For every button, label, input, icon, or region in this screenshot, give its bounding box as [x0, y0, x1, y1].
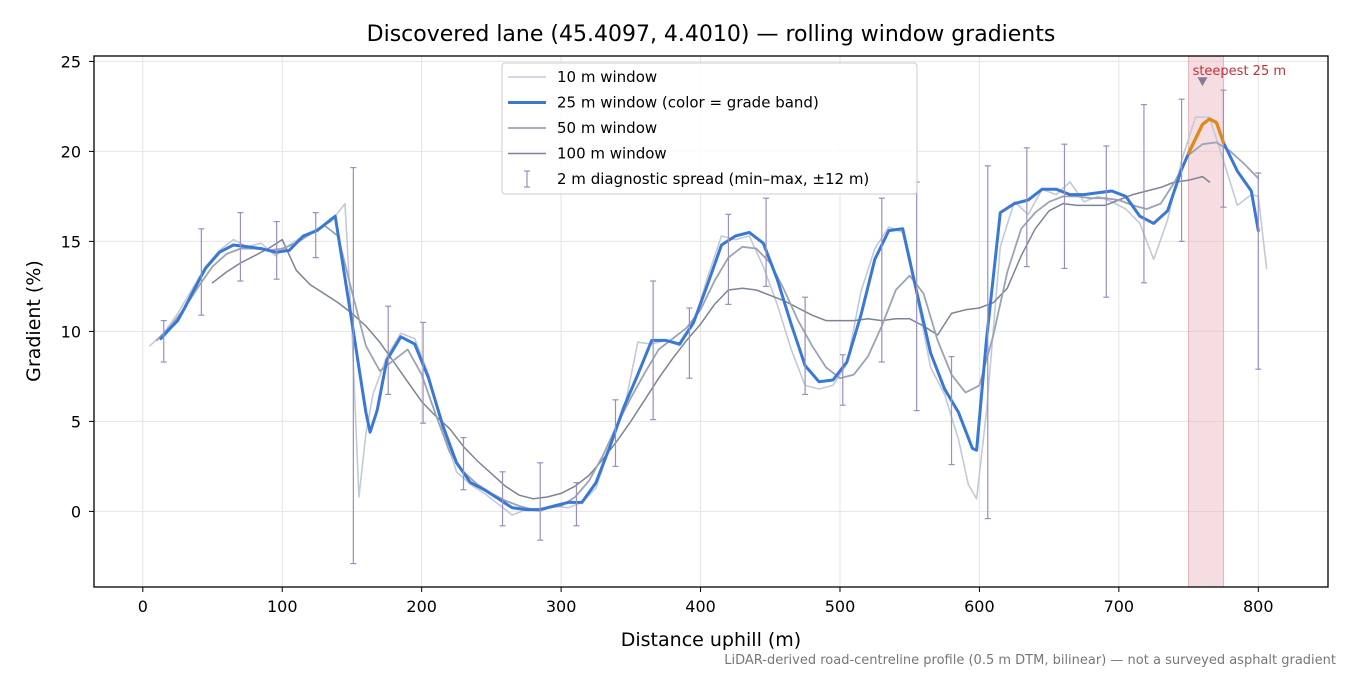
steepest-highlight — [1188, 55, 1224, 588]
error-bar — [802, 296, 809, 395]
annotation: steepest 25 m — [1193, 64, 1286, 87]
legend-item-w50: 50 m window — [508, 119, 657, 137]
legend-items: 10 m window 25 m window (color = grade ba… — [508, 68, 869, 188]
error-bar — [237, 212, 244, 282]
x-tick-label: 600 — [964, 597, 995, 616]
legend-item-w100: 100 m window — [508, 145, 667, 163]
error-bar — [273, 221, 280, 280]
error-bar — [1178, 98, 1185, 242]
x-tick-label: 100 — [267, 597, 298, 616]
legend-item-errorbar: 2 m diagnostic spread (min–max, ±12 m) — [524, 170, 869, 188]
plot-frame — [93, 55, 1329, 588]
error-bar — [650, 280, 657, 421]
series-line-w25 — [159, 117, 1260, 512]
error-bar — [499, 471, 506, 527]
error-bar — [1140, 103, 1147, 284]
axis-ticks: 0 100 200 300 400 500 600 700 800 0 5 10 15 20 25 — [61, 52, 1274, 616]
y-tick-label: 15 — [61, 232, 81, 251]
error-bar — [948, 356, 955, 466]
error-bar — [160, 320, 167, 363]
x-tick-label: 300 — [546, 597, 577, 616]
legend-box — [501, 62, 918, 195]
legend-label: 25 m window (color = grade band) — [557, 94, 819, 112]
error-bar — [312, 212, 319, 259]
error-bar — [460, 437, 467, 491]
y-axis-label: Gradient (%) — [23, 260, 45, 382]
series-line-w50 — [155, 141, 1260, 511]
series-line-w10 — [149, 116, 1268, 516]
x-tick-label: 500 — [825, 597, 856, 616]
error-bar — [984, 165, 991, 520]
x-tick-label: 800 — [1243, 597, 1274, 616]
y-tick-label: 5 — [71, 412, 81, 431]
x-tick-label: 200 — [406, 597, 437, 616]
series-line-w25-steepest — [1186, 117, 1226, 155]
error-bar — [1061, 143, 1068, 269]
series-lines — [149, 116, 1268, 516]
steepest-band — [1188, 55, 1224, 588]
error-bar — [763, 197, 770, 287]
steepest-marker — [1197, 77, 1208, 87]
error-bar — [878, 197, 885, 363]
series-line-w100 — [211, 175, 1211, 500]
error-bar — [1220, 89, 1227, 208]
y-tick-label: 20 — [61, 142, 81, 161]
y-tick-label: 0 — [71, 502, 81, 521]
error-bar — [612, 399, 619, 467]
error-bar — [1023, 147, 1030, 268]
x-axis-label: Distance uphill (m) — [621, 629, 801, 651]
legend-label: 2 m diagnostic spread (min–max, ±12 m) — [557, 170, 869, 188]
error-bar — [420, 321, 427, 424]
error-bar — [686, 307, 693, 379]
error-bars — [160, 89, 1262, 565]
annotation-label: steepest 25 m — [1193, 64, 1286, 79]
legend-label: 100 m window — [557, 145, 667, 163]
y-tick-label: 10 — [61, 322, 81, 341]
footnote: LiDAR-derived road-centreline profile (0… — [724, 653, 1336, 668]
error-bar — [537, 462, 544, 541]
legend-label: 10 m window — [557, 68, 657, 86]
x-tick-label: 700 — [1104, 597, 1135, 616]
error-bar — [839, 354, 846, 406]
error-bar — [1103, 145, 1110, 298]
error-bar — [385, 305, 392, 395]
legend-label: 50 m window — [557, 119, 657, 137]
legend: 10 m window 25 m window (color = grade ba… — [501, 62, 918, 195]
x-tick-label: 0 — [138, 597, 148, 616]
error-bar — [573, 482, 580, 527]
legend-item-w10: 10 m window — [508, 68, 657, 86]
chart-title: Discovered lane (45.4097, 4.4010) — roll… — [367, 22, 1056, 47]
x-tick-label: 400 — [685, 597, 716, 616]
y-tick-label: 25 — [61, 52, 81, 71]
error-bar — [725, 213, 732, 305]
error-bar — [198, 228, 205, 316]
error-bar — [1255, 172, 1262, 370]
error-bar — [350, 167, 357, 565]
legend-item-w25: 25 m window (color = grade band) — [508, 94, 819, 112]
